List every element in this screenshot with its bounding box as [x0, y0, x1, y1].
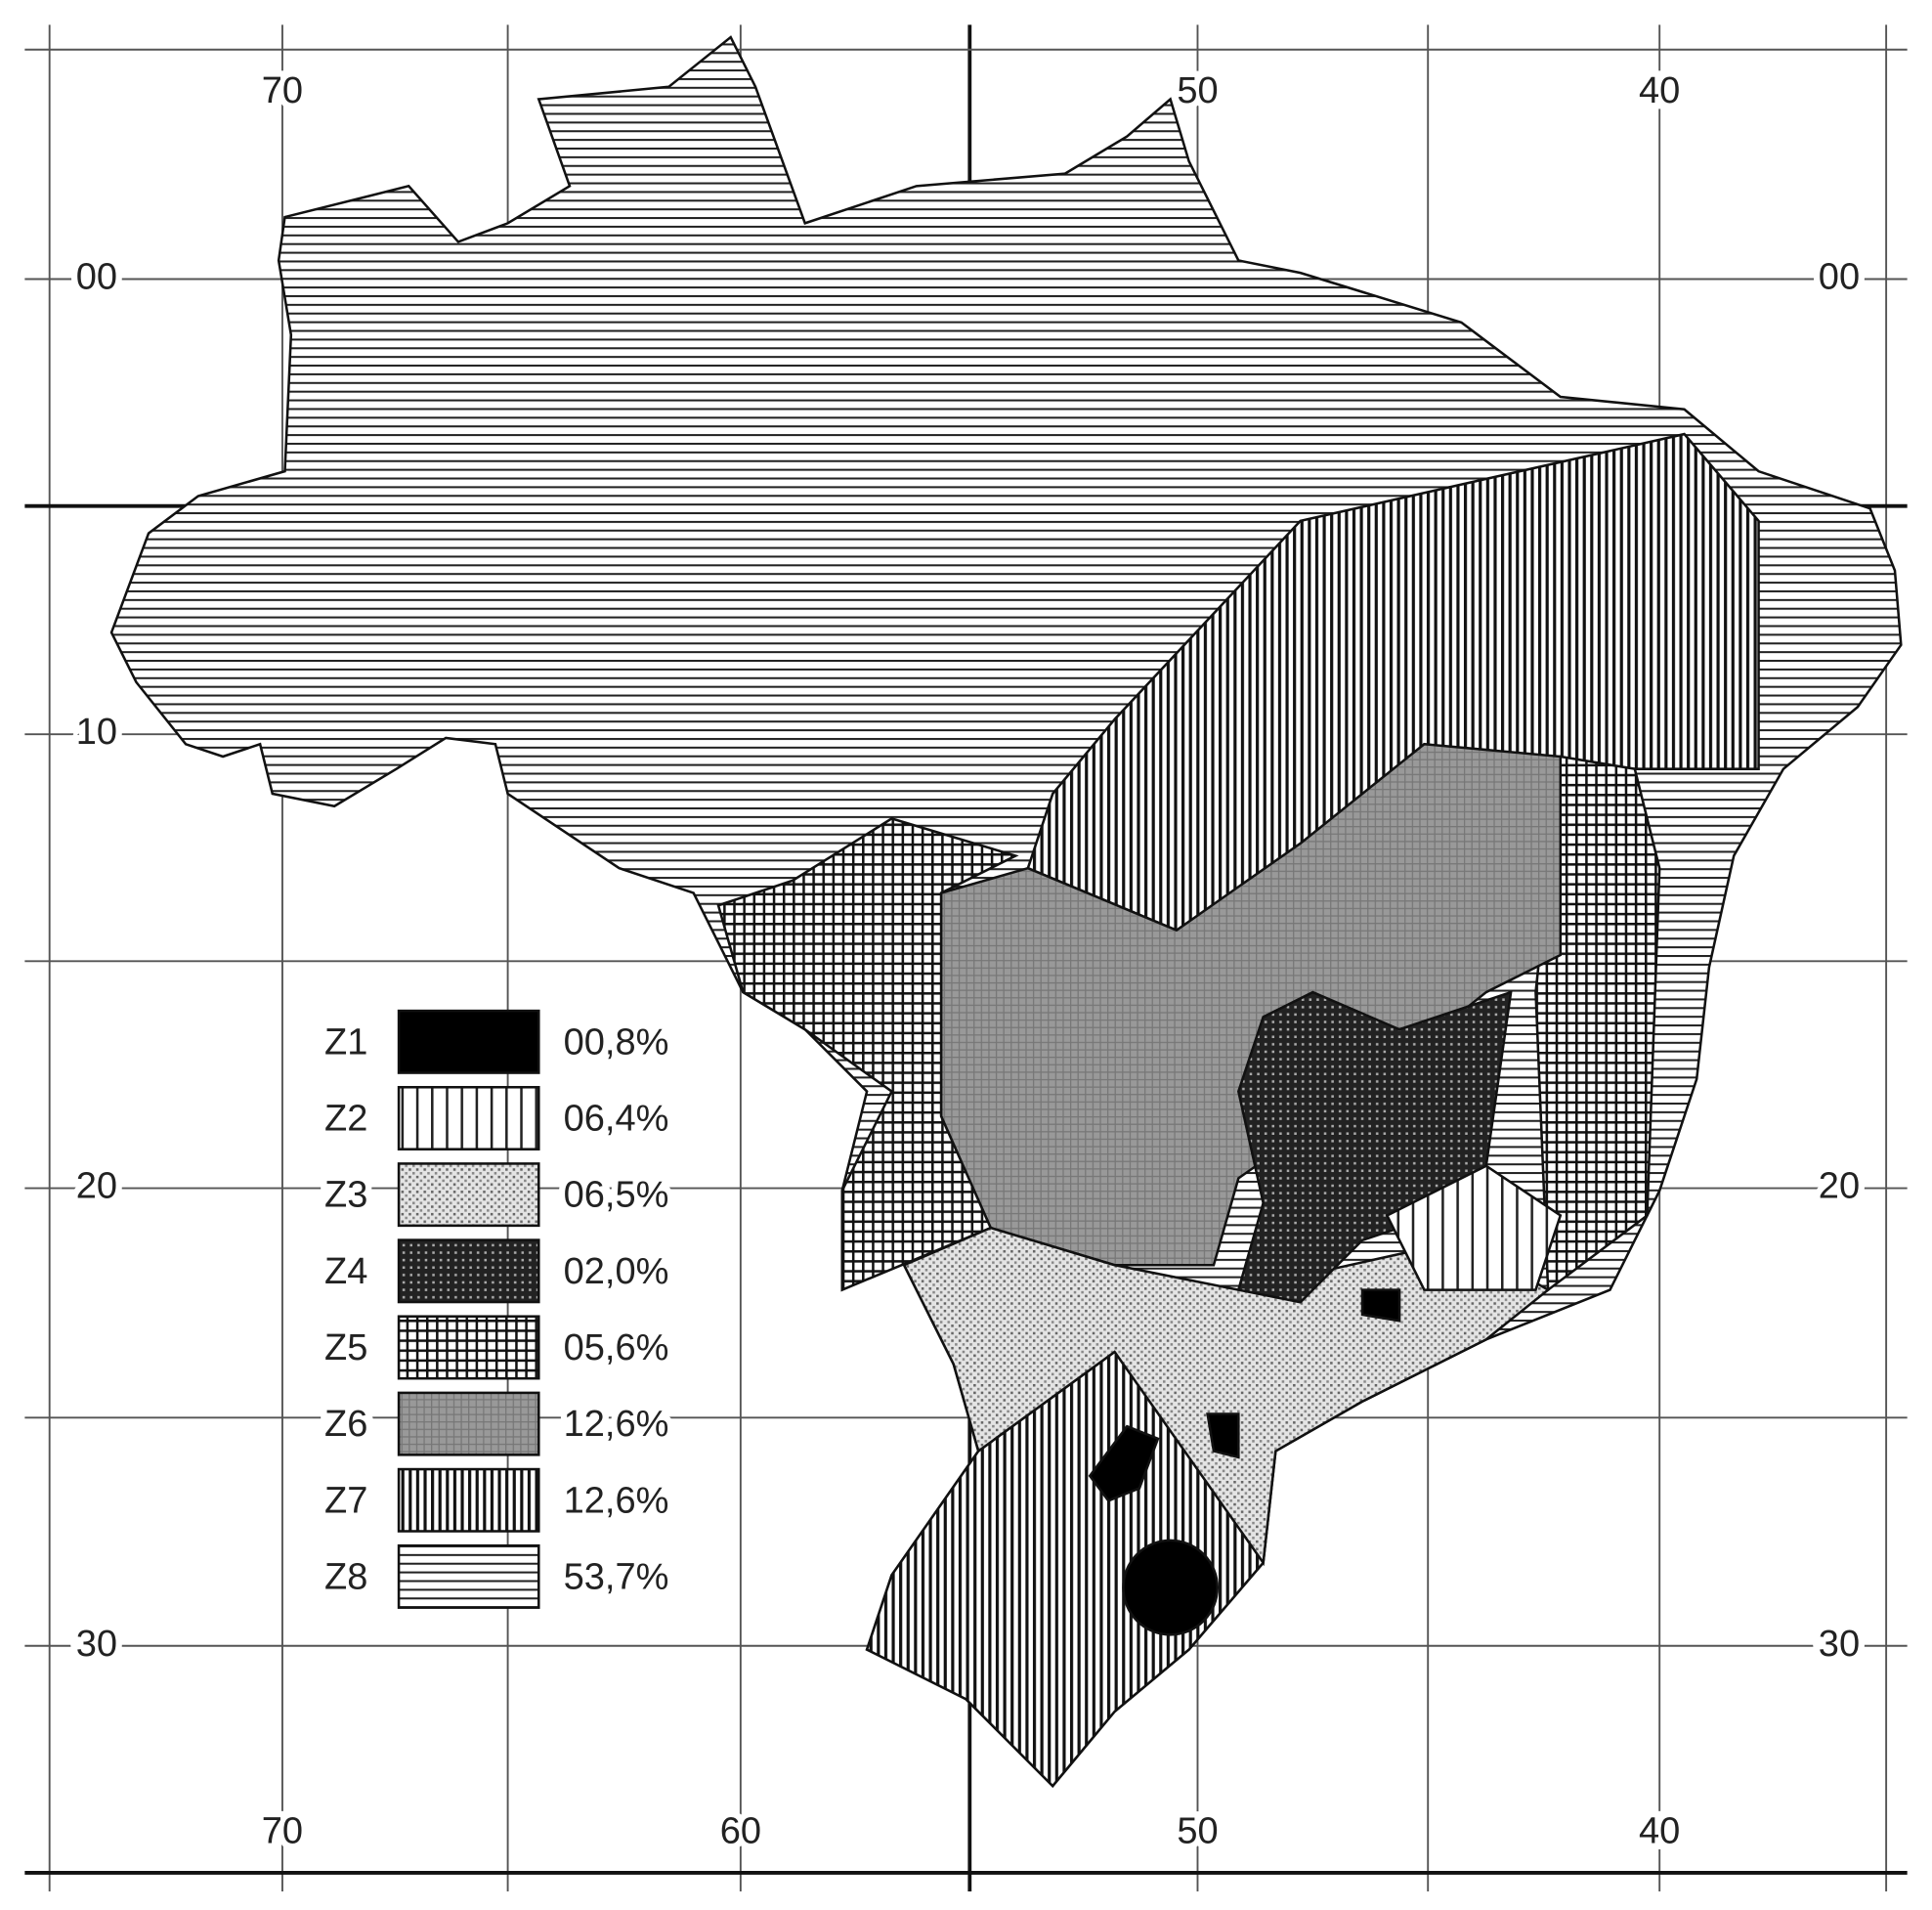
legend-share: 06,4% — [564, 1099, 669, 1140]
latitude-label: 20 — [76, 1166, 117, 1207]
legend-swatch — [397, 1315, 540, 1380]
longitude-label: 40 — [1639, 70, 1680, 111]
longitude-label: 70 — [262, 70, 303, 111]
legend: Z1 00,8% Z2 06,4% Z3 06,5% Z4 02,0% Z5 05,6% Z6 12,… — [319, 1009, 675, 1609]
longitude-label: 50 — [1177, 70, 1218, 111]
zone-z1-area — [1122, 1539, 1220, 1636]
zone-z1-area — [1088, 1424, 1160, 1502]
longitude-label: 60 — [720, 1810, 761, 1851]
grid-labels: 70 50 40 70 60 50 40 00 10 20 30 00 20 30 — [69, 65, 1866, 1858]
legend-swatch — [397, 1543, 540, 1609]
latitude-label: 10 — [76, 712, 117, 753]
latitude-label: 20 — [1819, 1166, 1860, 1207]
longitude-label: 50 — [1177, 1810, 1218, 1851]
legend-share: 53,7% — [564, 1557, 669, 1598]
zone-z1-area — [1206, 1412, 1240, 1459]
legend-zone: Z1 — [324, 1021, 367, 1063]
legend-swatch — [397, 1467, 540, 1533]
legend-swatch — [397, 1162, 540, 1228]
latitude-label: 30 — [1819, 1624, 1860, 1665]
longitude-label: 40 — [1639, 1810, 1680, 1851]
legend-swatch — [397, 1009, 540, 1074]
legend-swatch — [397, 1085, 540, 1150]
legend-swatch — [397, 1238, 540, 1304]
zone-z5-area — [1534, 755, 1661, 1293]
latitude-label: 00 — [76, 257, 117, 298]
legend-share: 06,5% — [564, 1175, 669, 1216]
legend-share: 00,8% — [564, 1021, 669, 1063]
legend-zone: Z6 — [324, 1404, 367, 1445]
legend-zone: Z8 — [324, 1557, 367, 1598]
legend-zone: Z4 — [324, 1251, 367, 1292]
longitude-label: 70 — [262, 1810, 303, 1851]
latitude-label: 30 — [76, 1624, 117, 1665]
legend-zone: Z2 — [324, 1099, 367, 1140]
legend-share: 02,0% — [564, 1251, 669, 1292]
latitude-label: 00 — [1819, 257, 1860, 298]
legend-share: 12,6% — [564, 1404, 669, 1445]
zone-z1-area — [1360, 1288, 1401, 1323]
zones — [109, 35, 1903, 1788]
legend-zone: Z5 — [324, 1327, 367, 1368]
legend-zone: Z7 — [324, 1480, 367, 1521]
legend-swatch — [397, 1391, 540, 1456]
legend-share: 05,6% — [564, 1327, 669, 1368]
legend-share: 12,6% — [564, 1480, 669, 1521]
legend-zone: Z3 — [324, 1175, 367, 1216]
zone-z2-area — [1385, 1164, 1563, 1291]
